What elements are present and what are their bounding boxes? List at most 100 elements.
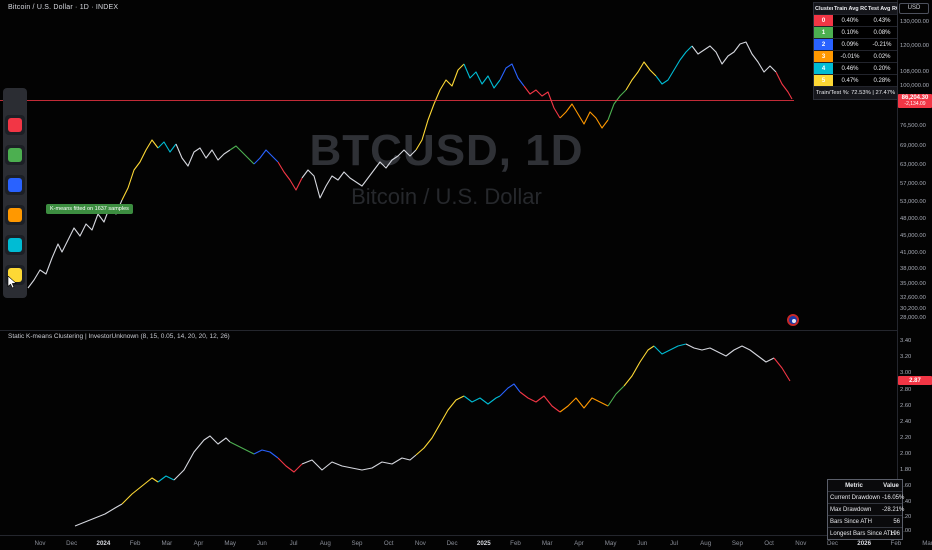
cluster-table-row: 5 0.47% 0.28% [814, 75, 897, 87]
time-tick-label: Jun [637, 540, 648, 547]
color-swatch-button-orange[interactable] [5, 205, 25, 225]
price-chart-pane[interactable] [0, 0, 897, 330]
axis-tick-label: 45,000.00 [900, 233, 926, 239]
indicator-value-label: 2.87 [898, 376, 932, 385]
axis-tick-label: 2.00 [900, 451, 912, 457]
mouse-cursor-icon [7, 276, 17, 289]
symbol-title: Bitcoin / U.S. Dollar · 1D · INDEX [8, 4, 119, 11]
axis-tick-label: 41,000.00 [900, 250, 926, 256]
indicator-chart-pane[interactable] [0, 331, 897, 535]
drawdown-metrics-table: Metric Value Current Drawdown -16.05% Max Dr… [827, 479, 905, 540]
axis-tick-label: 1.60 [900, 483, 912, 489]
time-axis[interactable]: Nov Dec 2024 Feb Mar Apr May Jun Jul Aug Sep Oct Nov… [0, 536, 932, 550]
metric-table-header-cell: Value [883, 482, 899, 489]
axis-tick-label: 3.00 [900, 370, 912, 376]
last-price-value: 86,204.30 [901, 95, 929, 101]
axis-tick-label: 130,000.00 [900, 19, 930, 25]
metric-table-header-cell: Metric [845, 482, 863, 489]
time-tick-label: Feb [129, 540, 141, 547]
last-price-change: -2,134.09 [904, 101, 926, 107]
test-roc-cell: -0.21% [872, 41, 892, 48]
metric-name-cell: Max Drawdown [830, 506, 872, 513]
color-swatch-red [8, 118, 22, 132]
axis-tick-label: 100,000.00 [900, 83, 930, 89]
cluster-table-row: 1 0.10% 0.08% [814, 27, 897, 39]
axis-tick-label: 30,200.00 [900, 306, 926, 312]
color-swatch-button-blue[interactable] [5, 175, 25, 195]
train-roc-cell: 0.40% [841, 17, 859, 24]
time-tick-label: Nov [795, 540, 807, 547]
metric-name-cell: Bars Since ATH [830, 518, 872, 525]
time-tick-label: Mar [161, 540, 173, 547]
color-swatch-button-cyan[interactable] [5, 235, 25, 255]
axis-tick-label: 3.20 [900, 354, 912, 360]
metric-table-row: Current Drawdown -16.05% [828, 492, 904, 504]
color-swatch-button-green[interactable] [5, 145, 25, 165]
color-swatch-toolbar [3, 88, 27, 298]
train-roc-cell: 0.10% [841, 29, 859, 36]
train-roc-cell: 0.09% [841, 41, 859, 48]
axis-tick-label: 1.20 [900, 514, 912, 520]
axis-tick-label: 2.40 [900, 419, 912, 425]
current-price-line [0, 100, 794, 101]
time-tick-label: Jul [670, 540, 678, 547]
metric-table-header-row: Metric Value [828, 480, 902, 492]
axis-tick-label: 2.20 [900, 435, 912, 441]
metric-value-cell: 56 [893, 518, 900, 525]
cluster-id-cell: 5 [814, 75, 833, 86]
cluster-id-cell: 1 [814, 27, 833, 38]
kmeans-tooltip: K-means fitted on 1637 samples [46, 204, 133, 214]
time-tick-label: Dec [446, 540, 458, 547]
currency-badge[interactable]: USD [899, 3, 929, 14]
test-roc-cell: 0.43% [873, 17, 891, 24]
cluster-id-cell: 0 [814, 15, 833, 26]
time-tick-label: Oct [383, 540, 394, 547]
cluster-table-header-cell: Test Avg ROC [868, 5, 897, 12]
price-axis[interactable]: USD 86,204.30 -2,134.09 2.87 130,000.00 1… [898, 0, 932, 536]
axis-tick-label: 2.80 [900, 387, 912, 393]
train-roc-cell: 0.46% [841, 65, 859, 72]
color-swatch-cyan [8, 238, 22, 252]
metric-name-cell: Longest Bars Since ATH [830, 530, 895, 537]
time-tick-label: Feb [890, 540, 902, 547]
time-tick-label: Nov [414, 540, 426, 547]
axis-tick-label: 32,600.00 [900, 295, 926, 301]
time-tick-label: Jul [289, 540, 298, 547]
axis-tick-label: 69,000.00 [900, 143, 926, 149]
train-roc-cell: -0.01% [840, 53, 860, 60]
time-tick-label: Aug [319, 540, 331, 547]
axis-tick-label: 1.40 [900, 499, 912, 505]
time-tick-label: Mar [541, 540, 553, 547]
cluster-table-row: 3 -0.01% 0.02% [814, 51, 897, 63]
color-swatch-button-red[interactable] [5, 115, 25, 135]
time-tick-label: Feb [510, 540, 521, 547]
time-tick-label: 2025 [476, 540, 491, 547]
price-axis-separator [897, 0, 898, 536]
axis-tick-label: 76,500.00 [900, 123, 926, 129]
time-tick-label: Sep [731, 540, 743, 547]
metric-value-cell: 196 [889, 530, 900, 537]
axis-tick-label: 1.80 [900, 467, 912, 473]
pane-divider[interactable] [0, 330, 932, 331]
test-roc-cell: 0.08% [873, 29, 891, 36]
color-swatch-blue [8, 178, 22, 192]
axis-tick-label: 35,000.00 [900, 281, 926, 287]
time-tick-label: Mar [922, 540, 932, 547]
metric-value-cell: -28.21% [882, 506, 905, 513]
train-roc-cell: 0.47% [841, 77, 859, 84]
indicator-title[interactable]: Static K-means Clustering | InvestorUnkn… [8, 333, 230, 340]
time-tick-label: Oct [764, 540, 774, 547]
time-tick-label: Apr [574, 540, 584, 547]
indicator-author-badge[interactable] [787, 314, 799, 326]
color-swatch-green [8, 148, 22, 162]
cluster-table-header-cell: Cluster [815, 5, 833, 12]
time-tick-label: Jun [256, 540, 267, 547]
axis-tick-label: 48,000.00 [900, 216, 926, 222]
axis-tick-label: 63,000.00 [900, 162, 926, 168]
metric-table-row: Longest Bars Since ATH 196 [828, 528, 902, 539]
test-roc-cell: 0.20% [873, 65, 891, 72]
axis-tick-label: 120,000.00 [900, 43, 930, 49]
